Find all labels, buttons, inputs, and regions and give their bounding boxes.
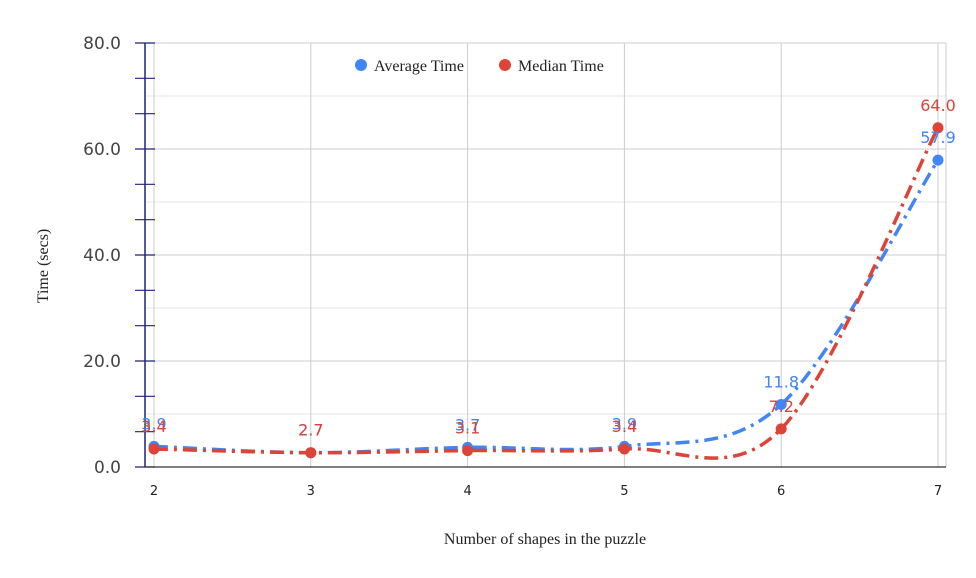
- data-point-average-time: [775, 398, 787, 410]
- x-tick-label: 2: [150, 484, 158, 499]
- data-label-median-time: 64.0: [920, 96, 956, 115]
- data-point-median-time: [462, 445, 474, 457]
- data-label-median-time: 3.1: [455, 419, 480, 438]
- data-label-median-time: 7.2: [768, 397, 793, 416]
- data-labels: 3.9 2.7 3.7 3.911.857.93.4 2.7 3.1 3.47.264.0: [141, 96, 956, 440]
- x-tick-label: 4: [463, 484, 471, 499]
- legend-marker-average-time: [355, 59, 367, 71]
- axes: 0.0 20.0 40.0 60.0 80.0 2 3 4 5 6 7: [83, 34, 946, 499]
- grid: [145, 42, 947, 467]
- data-label-average-time: 3.7: [455, 415, 480, 434]
- y-tick-label: 20.0: [83, 352, 121, 372]
- x-tick-label: 3: [307, 484, 315, 499]
- x-axis-title: Number of shapes in the puzzle: [444, 531, 646, 548]
- y-tick-label: 40.0: [83, 246, 121, 266]
- data-point-average-time: [932, 154, 944, 166]
- x-tick-label: 5: [620, 484, 628, 499]
- data-label-average-time: 3.9: [141, 414, 166, 433]
- data-point-median-time: [305, 447, 317, 459]
- x-tick-label: 6: [777, 484, 785, 499]
- y-tick-label: 80.0: [83, 34, 121, 54]
- data-label-average-time: 2.7: [298, 421, 323, 440]
- data-label-average-time: 57.9: [920, 128, 956, 147]
- data-label-median-time: 3.4: [141, 417, 166, 436]
- data-label-average-time: 3.9: [612, 414, 637, 433]
- data-point-median-time: [932, 122, 944, 134]
- y-tick-label: 60.0: [83, 140, 121, 160]
- series-line-average-time: [153, 159, 940, 455]
- data-label-median-time: 2.7: [298, 421, 323, 440]
- legend-label-median-time: Median Time: [518, 58, 604, 75]
- legend: Average Time Median Time: [355, 58, 604, 75]
- data-point-median-time: [775, 423, 787, 435]
- series-lines: [148, 122, 944, 460]
- data-label-average-time: 11.8: [763, 372, 799, 391]
- series-line-median-time: [153, 126, 940, 460]
- legend-label-average-time: Average Time: [374, 58, 464, 75]
- x-tick-label: 7: [934, 484, 942, 499]
- data-point-median-time: [618, 443, 630, 455]
- y-tick-label: 0.0: [94, 458, 121, 478]
- data-label-median-time: 3.4: [612, 417, 637, 436]
- data-point-median-time: [148, 443, 160, 455]
- y-axis-title: Time (secs): [35, 229, 52, 304]
- legend-marker-median-time: [499, 59, 511, 71]
